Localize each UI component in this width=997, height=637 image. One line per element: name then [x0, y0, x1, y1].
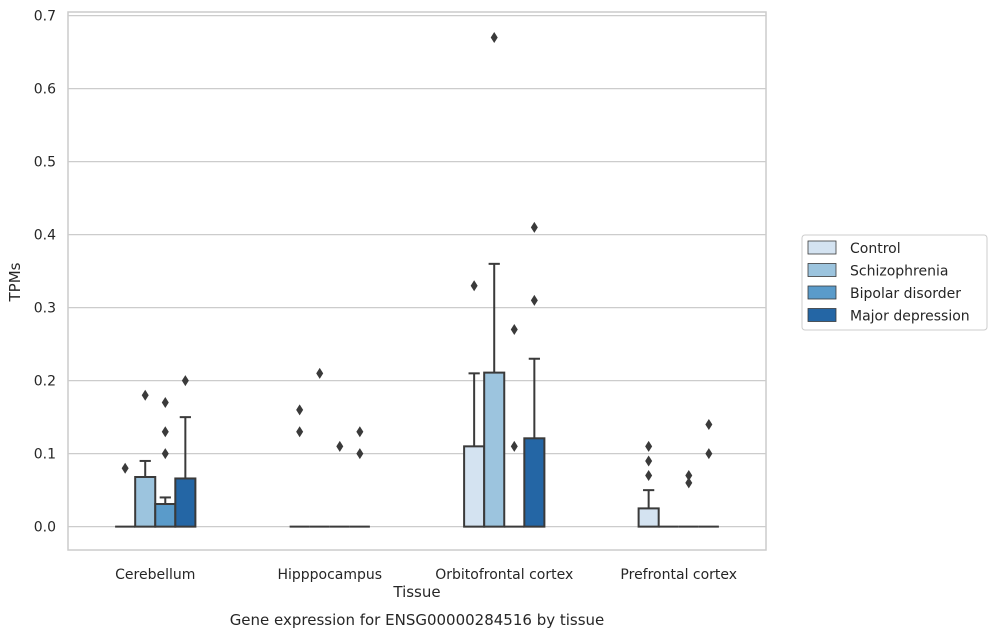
legend-swatch	[807, 308, 837, 322]
outlier-point	[645, 455, 653, 467]
x-tick-label: Prefrontal cortex	[620, 567, 737, 583]
outlier-point	[705, 448, 713, 460]
y-tick-label: 0.7	[34, 9, 56, 25]
y-tick-labels: 0.0 0.1 0.2 0.3 0.4 0.5 0.6 0.7	[34, 9, 56, 536]
plot-frame	[67, 11, 767, 551]
outlier-point	[645, 440, 653, 452]
legend-swatch	[807, 263, 837, 277]
legend-label: Schizophrenia	[850, 264, 948, 280]
outlier-point	[490, 32, 498, 44]
outlier-point	[530, 221, 538, 233]
x-tick-label: Cerebellum	[115, 567, 195, 583]
outlier-point	[161, 426, 169, 438]
outlier-point	[356, 426, 364, 438]
legend-swatch	[807, 240, 837, 255]
outlier-point	[685, 470, 693, 482]
outlier-points	[121, 32, 713, 489]
outlier-point	[181, 375, 189, 387]
outlier-point	[316, 367, 324, 379]
outlier-point	[510, 324, 518, 336]
bar	[174, 477, 197, 528]
outlier-point	[356, 448, 364, 460]
y-tick-label: 0.5	[34, 155, 56, 171]
bars	[115, 371, 719, 528]
chart-caption: Gene expression for ENSG00000284516 by t…	[230, 611, 605, 629]
y-tick-label: 0.0	[34, 520, 56, 536]
y-tick-label: 0.4	[34, 228, 56, 244]
outlier-point	[685, 477, 693, 489]
legend-label: Control	[850, 241, 901, 257]
y-tick-label: 0.3	[34, 301, 56, 317]
legend-label: Major depression	[850, 309, 970, 325]
outlier-point	[296, 426, 304, 438]
bar	[134, 476, 157, 528]
outlier-point	[530, 294, 538, 306]
x-tick-labels: Cerebellum Hipppocampus Orbitofrontal cort…	[115, 567, 737, 583]
outlier-point	[296, 404, 304, 416]
bar	[637, 507, 660, 528]
bar	[483, 371, 506, 528]
legend-label: Bipolar disorder	[850, 286, 961, 302]
y-tick-label: 0.6	[34, 82, 56, 98]
outlier-point	[705, 418, 713, 430]
outlier-point	[645, 470, 653, 482]
outlier-point	[336, 440, 344, 452]
outlier-point	[121, 462, 129, 474]
y-axis-label: TPMs	[6, 262, 24, 302]
outlier-point	[510, 440, 518, 452]
x-axis-label: Tissue	[392, 583, 440, 601]
bar	[463, 445, 486, 528]
outlier-point	[470, 280, 478, 292]
y-tick-label: 0.2	[34, 374, 56, 390]
legend-frame	[801, 234, 988, 331]
x-tick-label: Hipppocampus	[277, 567, 382, 583]
x-tick-label: Orbitofrontal cortex	[435, 567, 573, 583]
legend-swatch	[807, 285, 837, 300]
bar	[523, 437, 546, 528]
legend: Control Schizophrenia Bipolar disorder Majo…	[801, 234, 988, 331]
y-tick-label: 0.1	[34, 447, 56, 463]
outlier-point	[141, 389, 149, 401]
error-bars	[139, 262, 655, 509]
outlier-point	[161, 397, 169, 409]
outlier-point	[161, 448, 169, 460]
grid-lines	[68, 15, 766, 528]
bar	[154, 503, 177, 528]
